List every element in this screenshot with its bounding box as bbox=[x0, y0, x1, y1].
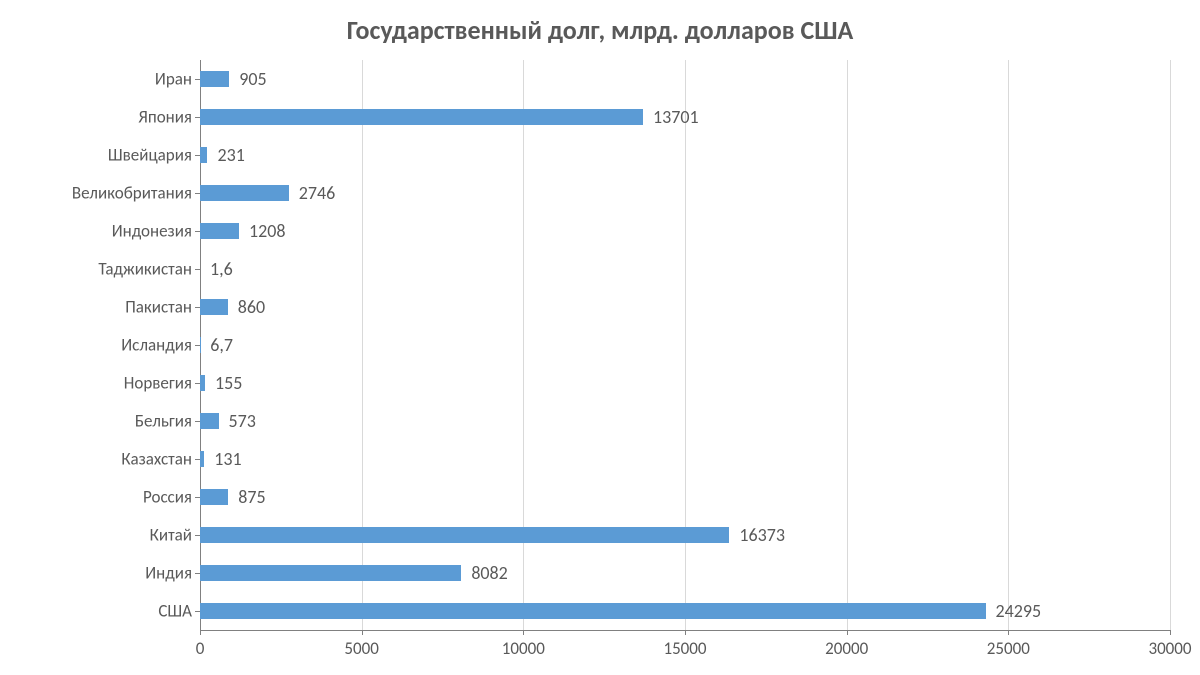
bar-row: Великобритания2746 bbox=[200, 174, 1170, 212]
y-tick-label: Бельгия bbox=[135, 411, 200, 432]
bar-row: Иран905 bbox=[200, 60, 1170, 98]
bar-row: Швейцария231 bbox=[200, 136, 1170, 174]
bar-value-label: 1208 bbox=[239, 220, 286, 242]
x-tick-label: 0 bbox=[196, 630, 205, 659]
bar-row: Норвегия155 bbox=[200, 364, 1170, 402]
bar-row: Россия875 bbox=[200, 478, 1170, 516]
bar: 8082 bbox=[200, 565, 461, 581]
bar-row: Китай16373 bbox=[200, 516, 1170, 554]
bar-value-label: 131 bbox=[204, 448, 241, 470]
bar-value-label: 155 bbox=[205, 372, 242, 394]
bar: 155 bbox=[200, 375, 205, 391]
bar: 2746 bbox=[200, 185, 289, 201]
y-tick-label: Пакистан bbox=[125, 297, 200, 318]
x-tick-label: 20000 bbox=[825, 630, 868, 659]
y-tick-label: Иран bbox=[155, 69, 200, 90]
x-tick-label: 15000 bbox=[663, 630, 706, 659]
x-tick-label: 30000 bbox=[1148, 630, 1191, 659]
bar-value-label: 6,7 bbox=[200, 334, 233, 356]
y-tick-label: Россия bbox=[143, 487, 200, 508]
bar-value-label: 16373 bbox=[729, 524, 785, 546]
y-tick-label: Таджикистан bbox=[98, 259, 200, 280]
bar-value-label: 573 bbox=[219, 410, 256, 432]
plot-area: 050001000015000200002500030000Иран905Япо… bbox=[200, 60, 1170, 630]
bar: 131 bbox=[200, 451, 204, 467]
bar: 573 bbox=[200, 413, 219, 429]
x-tick-label: 5000 bbox=[344, 630, 378, 659]
y-tick-label: Казахстан bbox=[121, 449, 200, 470]
chart-title: Государственный долг, млрд. долларов США bbox=[0, 14, 1200, 46]
bar: 24295 bbox=[200, 603, 986, 619]
bar-value-label: 860 bbox=[228, 296, 265, 318]
x-tick-label: 25000 bbox=[987, 630, 1030, 659]
debt-chart: Государственный долг, млрд. долларов США… bbox=[0, 0, 1200, 675]
y-tick-label: Индонезия bbox=[112, 221, 200, 242]
bar-row: Пакистан860 bbox=[200, 288, 1170, 326]
bar: 875 bbox=[200, 489, 228, 505]
y-tick-label: Исландия bbox=[121, 335, 200, 356]
bar: 16373 bbox=[200, 527, 729, 543]
bar-value-label: 1,6 bbox=[200, 258, 233, 280]
bar-row: Япония13701 bbox=[200, 98, 1170, 136]
y-tick-label: Китай bbox=[150, 525, 200, 546]
y-tick-label: Индия bbox=[145, 563, 200, 584]
y-tick-label: Швейцария bbox=[108, 145, 200, 166]
y-tick-label: Великобритания bbox=[72, 183, 200, 204]
bar: 13701 bbox=[200, 109, 643, 125]
bar: 231 bbox=[200, 147, 207, 163]
bar-value-label: 8082 bbox=[461, 562, 508, 584]
x-tick-label: 10000 bbox=[502, 630, 545, 659]
bar-row: Индия8082 bbox=[200, 554, 1170, 592]
bar-row: Исландия6,7 bbox=[200, 326, 1170, 364]
y-tick-label: США bbox=[158, 601, 200, 622]
bar-value-label: 231 bbox=[207, 144, 244, 166]
bar: 860 bbox=[200, 299, 228, 315]
bar-row: Казахстан131 bbox=[200, 440, 1170, 478]
bar: 905 bbox=[200, 71, 229, 87]
bar-value-label: 13701 bbox=[643, 106, 699, 128]
bar-row: Индонезия1208 bbox=[200, 212, 1170, 250]
bar-value-label: 24295 bbox=[986, 600, 1042, 622]
gridline bbox=[1170, 60, 1171, 630]
bar-value-label: 875 bbox=[228, 486, 265, 508]
bar-value-label: 2746 bbox=[289, 182, 336, 204]
bar-row: США24295 bbox=[200, 592, 1170, 630]
bar-value-label: 905 bbox=[229, 68, 266, 90]
bar-row: Бельгия573 bbox=[200, 402, 1170, 440]
bar-row: Таджикистан1,6 bbox=[200, 250, 1170, 288]
bar: 1208 bbox=[200, 223, 239, 239]
x-axis-line bbox=[200, 630, 1170, 631]
y-tick-label: Япония bbox=[138, 107, 200, 128]
y-tick-label: Норвегия bbox=[124, 373, 200, 394]
